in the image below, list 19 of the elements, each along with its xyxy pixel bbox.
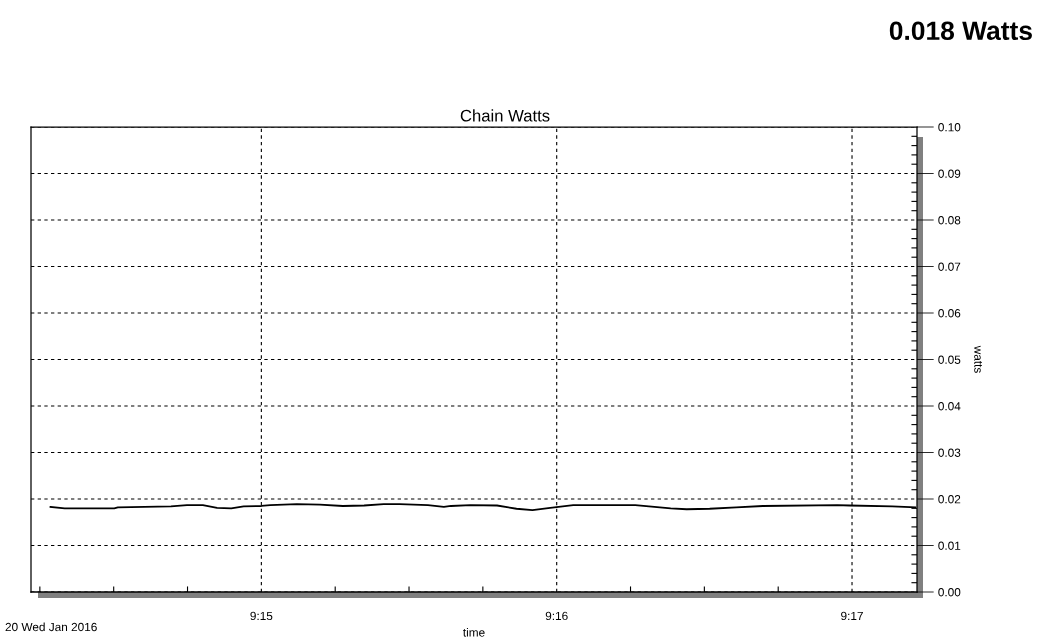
y-tick-label: 0.09 [938,169,961,178]
y-axis-title: watts [974,345,982,373]
y-tick-label: 0.05 [938,355,961,364]
y-tick-label: 0.00 [938,588,961,597]
x-tick-label: 9:16 [545,611,568,621]
y-tick-label: 0.06 [938,309,961,318]
y-tick-label: 0.08 [938,216,961,225]
y-tick-label: 0.10 [938,123,961,132]
x-axis-title: time [463,628,485,637]
text: 0.018 Watts [889,21,1032,41]
x-tick-label: 9:17 [841,611,863,621]
chart-title: Chain Watts [460,109,550,122]
y-tick-label: 0.02 [938,495,961,504]
y-tick-label: 0.03 [938,448,961,457]
y-tick-label: 0.04 [938,402,961,411]
y-tick-label: 0.01 [938,541,961,550]
x-tick-label: 9:15 [250,611,273,621]
text: 20 Wed Jan 2016 [5,622,97,632]
y-tick-label: 0.07 [938,262,961,271]
